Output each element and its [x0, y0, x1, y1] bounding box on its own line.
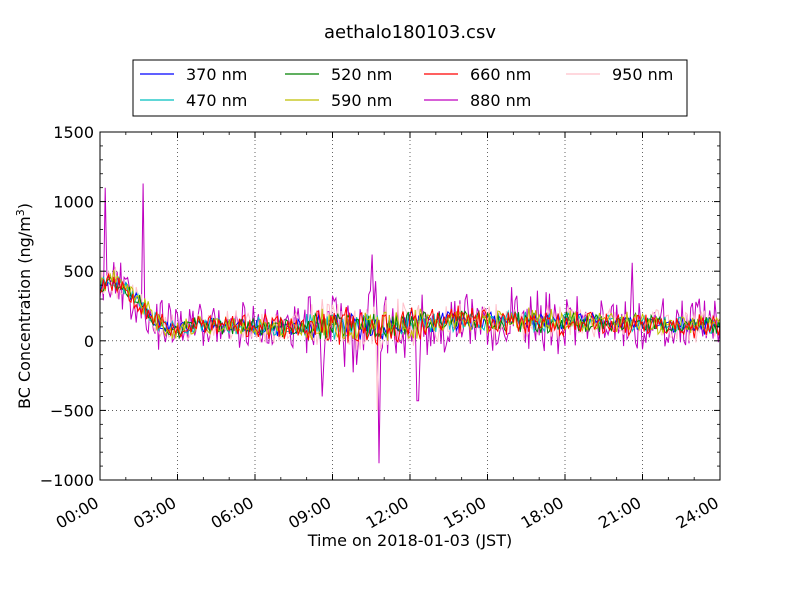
y-tick-label: −500	[50, 401, 94, 420]
series-line-590-nm	[100, 270, 720, 341]
series-layer	[100, 183, 720, 464]
y-tick-label: 1500	[53, 123, 94, 142]
legend-label: 590 nm	[331, 91, 392, 110]
chart-title: aethalo180103.csv	[324, 22, 496, 43]
x-axis-label: Time on 2018-01-03 (JST)	[307, 531, 512, 550]
y-tick-label: 1000	[53, 193, 94, 212]
legend-label: 520 nm	[331, 65, 392, 84]
y-axis-label-close: )	[15, 203, 34, 209]
legend: 370 nm 470 nm 520 nm 590 nm 660 nm 880 nm 950 …	[132, 59, 688, 117]
y-tick-label: 0	[84, 332, 94, 351]
legend-label: 660 nm	[470, 65, 531, 84]
y-axis-label-main: BC Concentration (ng/m	[15, 216, 34, 409]
legend-box	[132, 59, 688, 117]
y-axis-label-superscript: 3	[14, 209, 27, 216]
legend-items: 370 nm 470 nm 520 nm 590 nm 660 nm 880 nm 950 …	[140, 65, 673, 110]
legend-label: 370 nm	[186, 65, 247, 84]
series-line-660-nm	[100, 272, 720, 347]
legend-label: 470 nm	[186, 91, 247, 110]
y-tick-label: 500	[63, 262, 94, 281]
legend-label: 880 nm	[470, 91, 531, 110]
y-axis-label: BC Concentration (ng/m3)	[14, 203, 34, 409]
grid	[100, 132, 720, 480]
y-tick-label: −1000	[40, 471, 94, 490]
legend-label: 950 nm	[612, 65, 673, 84]
